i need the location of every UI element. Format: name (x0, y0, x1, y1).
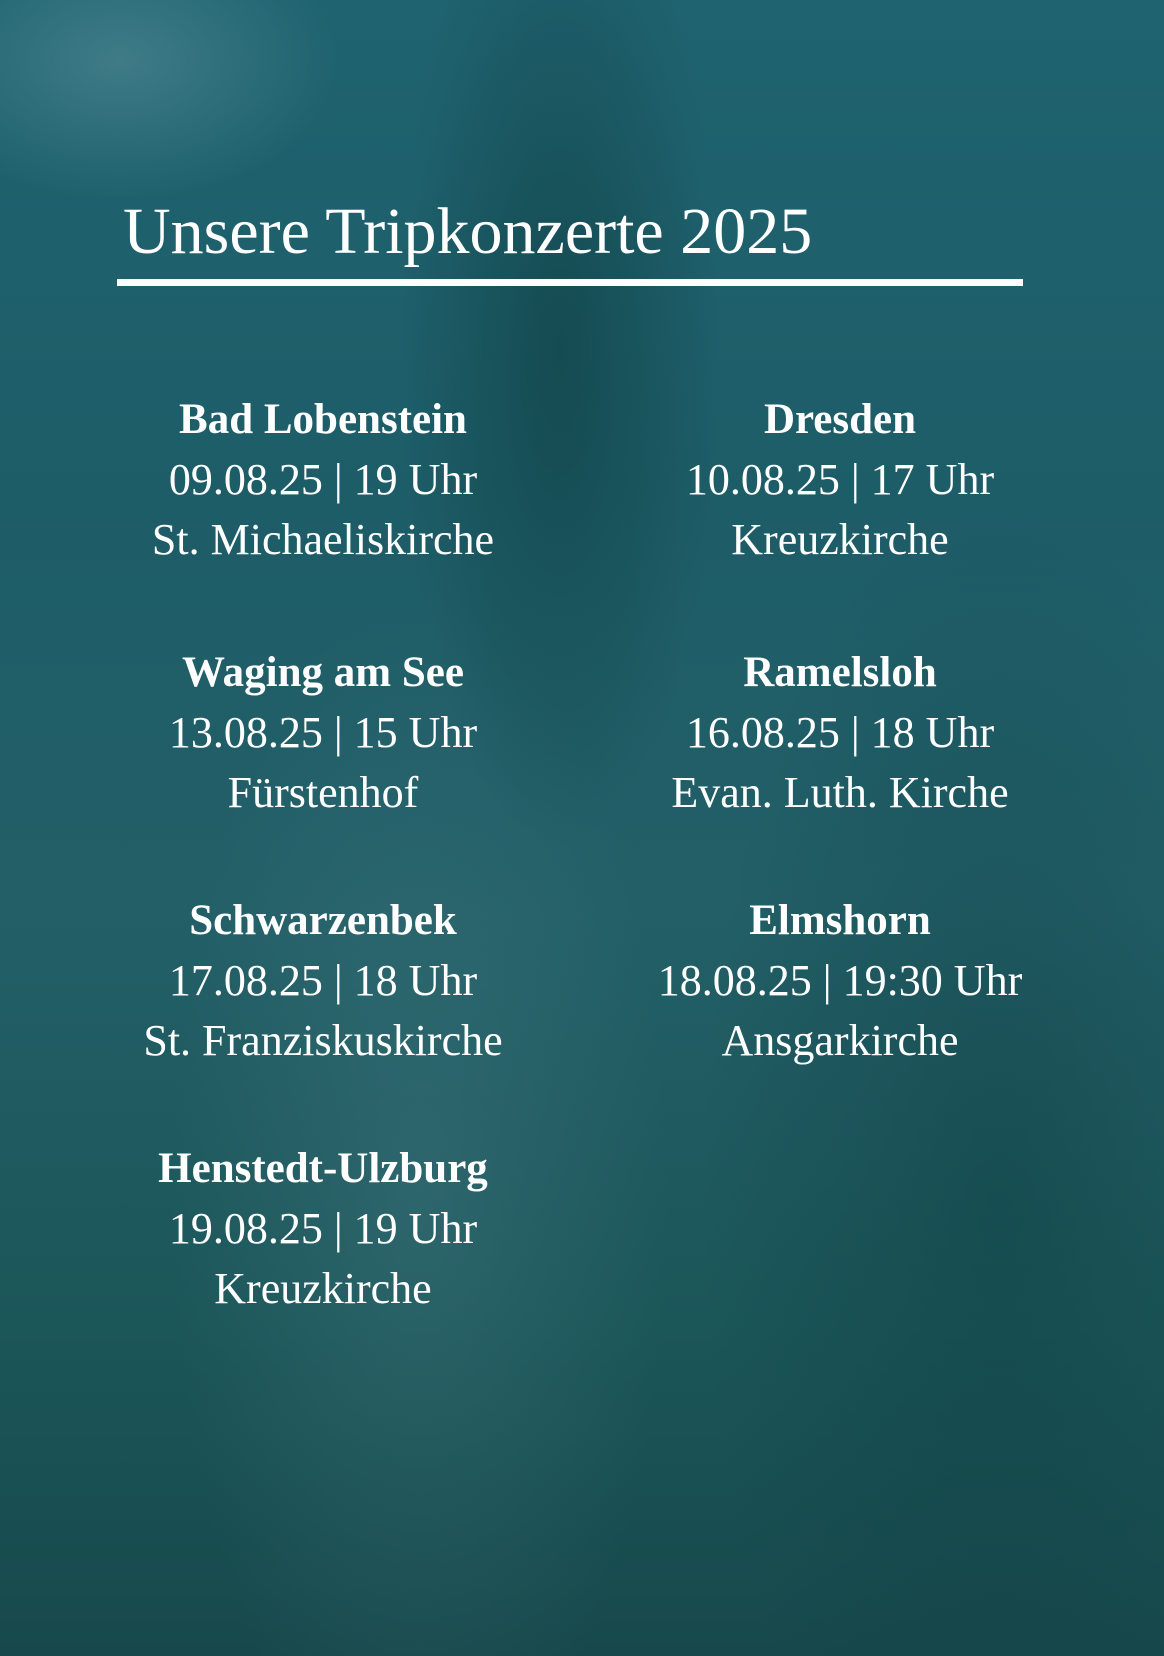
event-datetime: 17.08.25 | 18 Uhr (168, 956, 478, 1005)
event-city: Schwarzenbek (189, 897, 457, 944)
page-title: Unsere Tripkonzerte 2025 (123, 195, 813, 268)
event-city: Dresden (763, 396, 917, 443)
event-datetime: 09.08.25 | 19 Uhr (168, 455, 478, 504)
event-item: Bad Lobenstein 09.08.25 | 19 Uhr St. Mic… (63, 390, 583, 570)
event-item: Ramelsloh 16.08.25 | 18 Uhr Evan. Luth. … (580, 643, 1100, 823)
event-item: Henstedt-Ulzburg 19.08.25 | 19 Uhr Kreuz… (63, 1139, 583, 1319)
event-venue: St. Franziskuskirche (143, 1016, 503, 1065)
event-city: Elmshorn (749, 897, 931, 944)
event-datetime: 19.08.25 | 19 Uhr (168, 1204, 478, 1253)
event-item: Schwarzenbek 17.08.25 | 18 Uhr St. Franz… (63, 891, 583, 1071)
event-venue: Kreuzkirche (731, 515, 949, 564)
event-city: Bad Lobenstein (179, 396, 467, 443)
event-venue: Kreuzkirche (214, 1264, 432, 1313)
event-item: Waging am See 13.08.25 | 15 Uhr Fürstenh… (63, 643, 583, 823)
event-venue: Evan. Luth. Kirche (671, 768, 1009, 817)
event-venue: Fürstenhof (227, 768, 419, 817)
title-divider (117, 279, 1023, 286)
event-city: Ramelsloh (743, 649, 937, 696)
event-city: Henstedt-Ulzburg (158, 1145, 488, 1192)
event-venue: Ansgarkirche (721, 1016, 959, 1065)
event-datetime: 10.08.25 | 17 Uhr (685, 455, 995, 504)
event-datetime: 16.08.25 | 18 Uhr (685, 708, 995, 757)
event-datetime: 18.08.25 | 19:30 Uhr (657, 956, 1023, 1005)
event-item: Elmshorn 18.08.25 | 19:30 Uhr Ansgarkirc… (580, 891, 1100, 1071)
event-city: Waging am See (182, 649, 464, 696)
event-datetime: 13.08.25 | 15 Uhr (168, 708, 478, 757)
event-item: Dresden 10.08.25 | 17 Uhr Kreuzkirche (580, 390, 1100, 570)
event-venue: St. Michaeliskirche (151, 515, 495, 564)
